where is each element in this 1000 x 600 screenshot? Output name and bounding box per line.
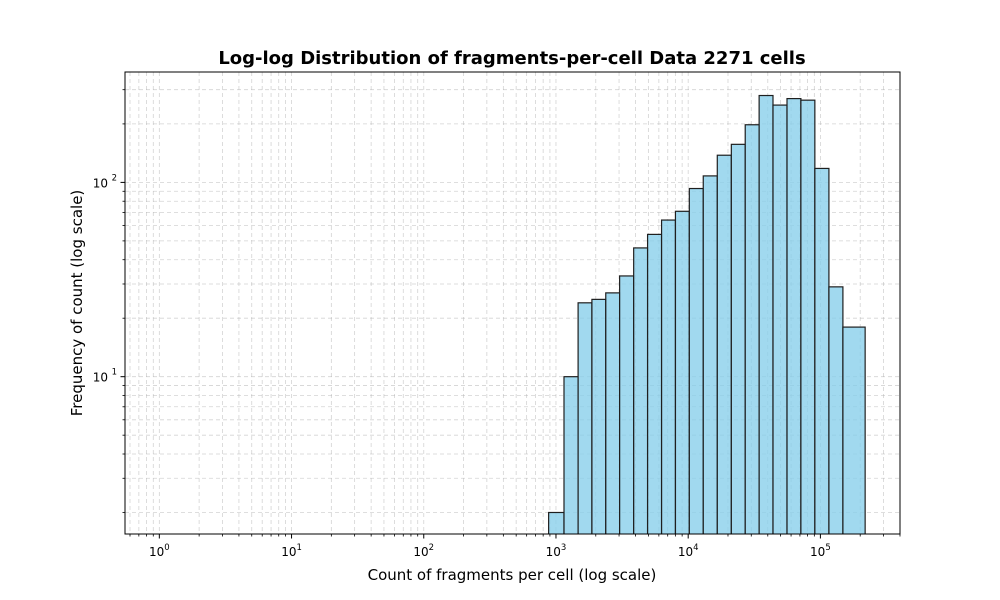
- histogram-bar: [646, 233, 663, 534]
- histogram-bar: [605, 292, 621, 534]
- histogram-bar: [772, 104, 788, 534]
- histogram-bar: [744, 124, 760, 534]
- x-tick-label: 102: [413, 543, 434, 559]
- histogram-bar: [786, 97, 802, 534]
- y-tick-exponent: 2: [112, 173, 117, 183]
- histogram-bar: [814, 167, 830, 534]
- histogram-bar: [688, 187, 704, 534]
- y-axis-label: Frequency of count (log scale): [68, 190, 86, 417]
- x-tick-label: 103: [546, 543, 567, 559]
- histogram-bar: [828, 286, 844, 534]
- histogram-bar: [842, 326, 866, 534]
- histogram-bar: [619, 275, 635, 534]
- y-tick-label: 10: [93, 176, 108, 190]
- x-tick-label: 101: [281, 543, 302, 559]
- histogram-bar: [702, 175, 718, 534]
- histogram-bar: [591, 298, 607, 534]
- y-tick-label: 10: [93, 371, 108, 385]
- histogram-bars: [548, 94, 866, 534]
- histogram-bar: [563, 376, 579, 534]
- histogram-bar: [800, 99, 816, 534]
- x-tick-label: 105: [810, 543, 831, 559]
- histogram-bar: [660, 219, 677, 534]
- x-tick-label: 104: [678, 543, 699, 559]
- y-tick-exponent: 1: [112, 368, 117, 378]
- x-tick-label: 100: [149, 543, 170, 559]
- histogram-bar: [577, 302, 593, 534]
- histogram-bar: [674, 210, 690, 534]
- histogram-bar: [633, 247, 649, 534]
- chart-title: Log-log Distribution of fragments-per-ce…: [218, 48, 805, 69]
- x-axis-label: Count of fragments per cell (log scale): [368, 566, 657, 584]
- histogram-bar: [758, 94, 774, 534]
- histogram-bar: [716, 154, 732, 534]
- plot-area-frame: [124, 71, 901, 535]
- histogram-bar: [730, 143, 746, 534]
